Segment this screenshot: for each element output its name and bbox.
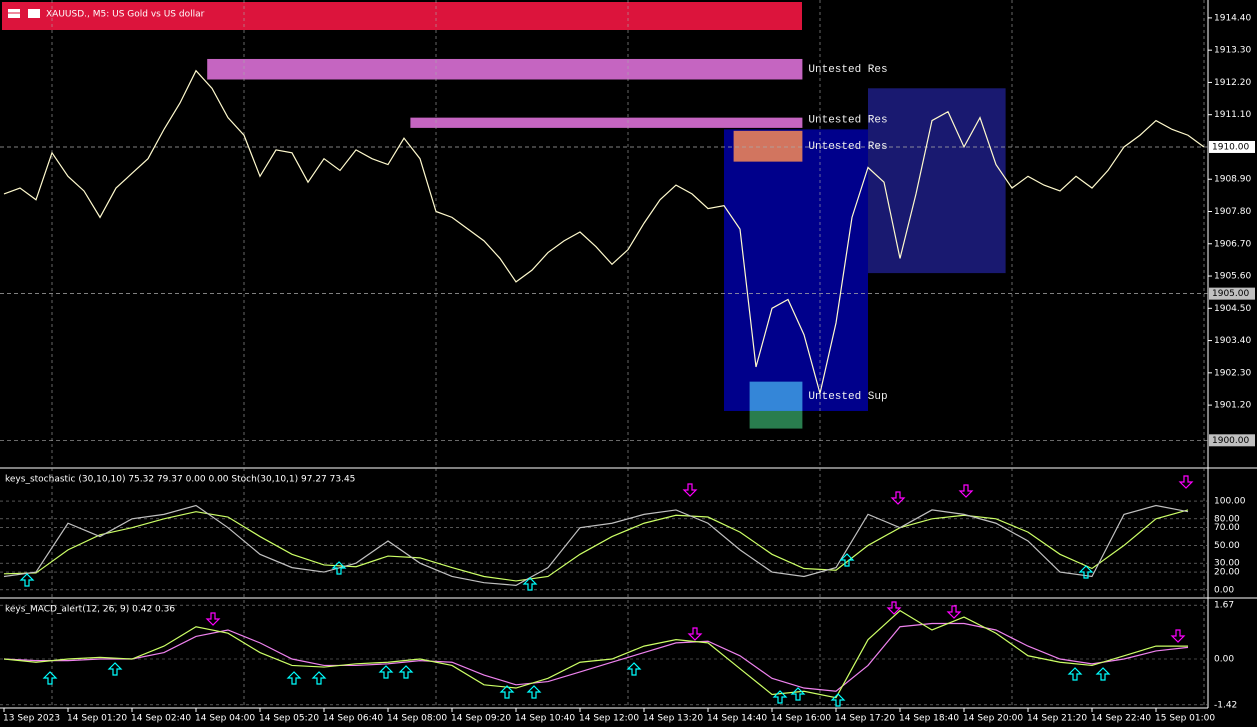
x-tick-label: 14 Sep 14:40: [707, 714, 767, 724]
zone: [733, 130, 803, 162]
sell-arrow: [205, 612, 221, 626]
buy-arrow: [311, 671, 327, 685]
zone-label: Untested Res: [808, 115, 887, 127]
y-tick-label: 1901.20: [1214, 401, 1251, 411]
sell-arrow: [687, 627, 703, 641]
y-tick-label: 1905.60: [1214, 272, 1251, 282]
y-tick-label: 1902.30: [1214, 368, 1251, 378]
buy-arrow: [626, 662, 642, 676]
y-tick-label: 1908.90: [1214, 175, 1251, 185]
y-tick-label: 1904.50: [1214, 304, 1251, 314]
buy-arrow: [499, 685, 515, 699]
x-tick-label: 14 Sep 18:40: [899, 714, 959, 724]
y-tick-label: 1912.20: [1214, 78, 1251, 88]
zone: [749, 410, 803, 429]
x-tick-label: 14 Sep 21:20: [1027, 714, 1087, 724]
sell-arrow: [682, 483, 698, 497]
buy-arrow: [1095, 667, 1111, 681]
sell-arrow: [958, 484, 974, 498]
y-tick-label: 1906.70: [1214, 239, 1251, 249]
y-tick-label: 0.00: [1214, 654, 1234, 664]
x-tick-label: 14 Sep 17:20: [835, 714, 895, 724]
y-tick-label: 1907.80: [1214, 207, 1251, 217]
buy-arrow: [526, 685, 542, 699]
sell-arrow: [886, 601, 902, 615]
y-tick-label: -1.42: [1214, 700, 1237, 710]
level-label: 1905.00: [1212, 289, 1249, 299]
title-icon: [8, 9, 40, 18]
y-tick-label: 70.00: [1214, 523, 1240, 533]
y-tick-label: 1911.10: [1214, 110, 1251, 120]
buy-arrow: [830, 693, 846, 707]
indicator-line: [3, 609, 1188, 699]
x-tick-label: 14 Sep 06:40: [323, 714, 383, 724]
level-box: [1209, 287, 1255, 300]
zone-label: Untested Res: [808, 64, 887, 76]
sell-arrow: [890, 491, 906, 505]
x-tick-label: 15 Sep 01:00: [1155, 714, 1215, 724]
x-tick-label: 14 Sep 16:00: [771, 714, 831, 724]
x-tick-label: 14 Sep 13:20: [643, 714, 703, 724]
title-bar: [2, 2, 802, 30]
range-box: [724, 129, 868, 411]
chart-title: XAUUSD., M5: US Gold vs US dollar: [46, 10, 205, 20]
indicator-line: [3, 504, 1189, 586]
y-tick-label: 30.00: [1214, 559, 1240, 569]
x-tick-label: 14 Sep 09:20: [451, 714, 511, 724]
zone: [749, 381, 803, 411]
y-tick-label: 80.00: [1214, 514, 1240, 524]
buy-arrow: [331, 561, 347, 575]
y-tick-label: 1903.40: [1214, 336, 1251, 346]
zone: [207, 58, 803, 80]
zone-label: Untested Sup: [808, 391, 887, 403]
indicator-title: keys_stochastic (30,10,10) 75.32 79.37 0…: [5, 475, 355, 485]
sell-arrow: [1178, 475, 1194, 489]
buy-arrow: [378, 665, 394, 679]
price-line: [3, 69, 1205, 394]
buy-arrow: [522, 577, 538, 591]
sell-arrow: [946, 605, 962, 619]
buy-arrow: [839, 553, 855, 567]
y-tick-label: 1914.40: [1214, 13, 1251, 23]
x-tick-label: 14 Sep 20:00: [963, 714, 1023, 724]
x-tick-label: 14 Sep 05:20: [259, 714, 319, 724]
sell-arrow: [1170, 629, 1186, 643]
y-tick-label: 50.00: [1214, 541, 1240, 551]
x-tick-label: 14 Sep 12:00: [579, 714, 639, 724]
zone: [410, 117, 803, 128]
level-box: [1209, 434, 1255, 447]
buy-arrow: [1078, 565, 1094, 579]
y-tick-label: 0.00: [1214, 585, 1234, 595]
buy-arrow: [790, 687, 806, 701]
x-tick-label: 14 Sep 10:40: [515, 714, 575, 724]
buy-arrow: [42, 671, 58, 685]
range-box: [868, 88, 1006, 274]
signal-line: [3, 509, 1189, 582]
y-tick-label: 100.00: [1214, 497, 1246, 507]
y-tick-label: 1.67: [1214, 601, 1234, 611]
level-box: [1209, 140, 1255, 153]
x-tick-label: 14 Sep 08:00: [387, 714, 447, 724]
x-tick-label: 14 Sep 01:20: [67, 714, 127, 724]
buy-arrow: [107, 662, 123, 676]
buy-arrow: [19, 573, 35, 587]
buy-arrow: [1067, 667, 1083, 681]
level-label: 1910.00: [1212, 142, 1249, 152]
buy-arrow: [286, 671, 302, 685]
signal-line: [3, 622, 1189, 692]
x-tick-label: 13 Sep 2023: [3, 714, 60, 724]
level-label: 1900.00: [1212, 436, 1249, 446]
x-tick-label: 14 Sep 22:40: [1091, 714, 1151, 724]
x-tick-label: 14 Sep 02:40: [131, 714, 191, 724]
buy-arrow: [398, 665, 414, 679]
y-tick-label: 20.00: [1214, 568, 1240, 578]
indicator-title: keys_MACD_alert(12, 26, 9) 0.42 0.36: [5, 605, 175, 615]
buy-arrow: [772, 690, 788, 704]
y-tick-label: 1913.30: [1214, 46, 1251, 56]
x-tick-label: 14 Sep 04:00: [195, 714, 255, 724]
